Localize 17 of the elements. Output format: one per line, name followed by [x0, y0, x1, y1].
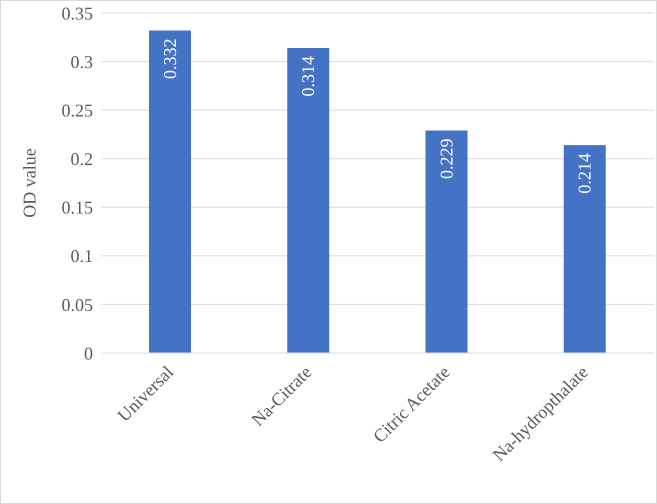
y-tick-label: 0.05 — [62, 294, 93, 315]
bar — [426, 130, 468, 353]
y-tick-label: 0.25 — [62, 100, 93, 121]
y-tick-label: 0.1 — [70, 246, 93, 266]
y-tick-label: 0.3 — [70, 52, 93, 72]
y-tick-label: 0.2 — [70, 149, 93, 170]
y-tick-label: 0.35 — [62, 3, 93, 24]
data-label: 0.314 — [298, 56, 318, 96]
y-tick-label: 0.15 — [62, 198, 93, 218]
data-label: 0.214 — [574, 153, 595, 194]
bar — [149, 30, 191, 353]
bar — [564, 145, 606, 353]
y-axis-title: OD value — [19, 148, 40, 218]
bar — [287, 48, 330, 353]
data-label: 0.332 — [160, 38, 180, 79]
y-tick-label: 0 — [84, 343, 93, 364]
data-label: 0.229 — [436, 138, 456, 180]
